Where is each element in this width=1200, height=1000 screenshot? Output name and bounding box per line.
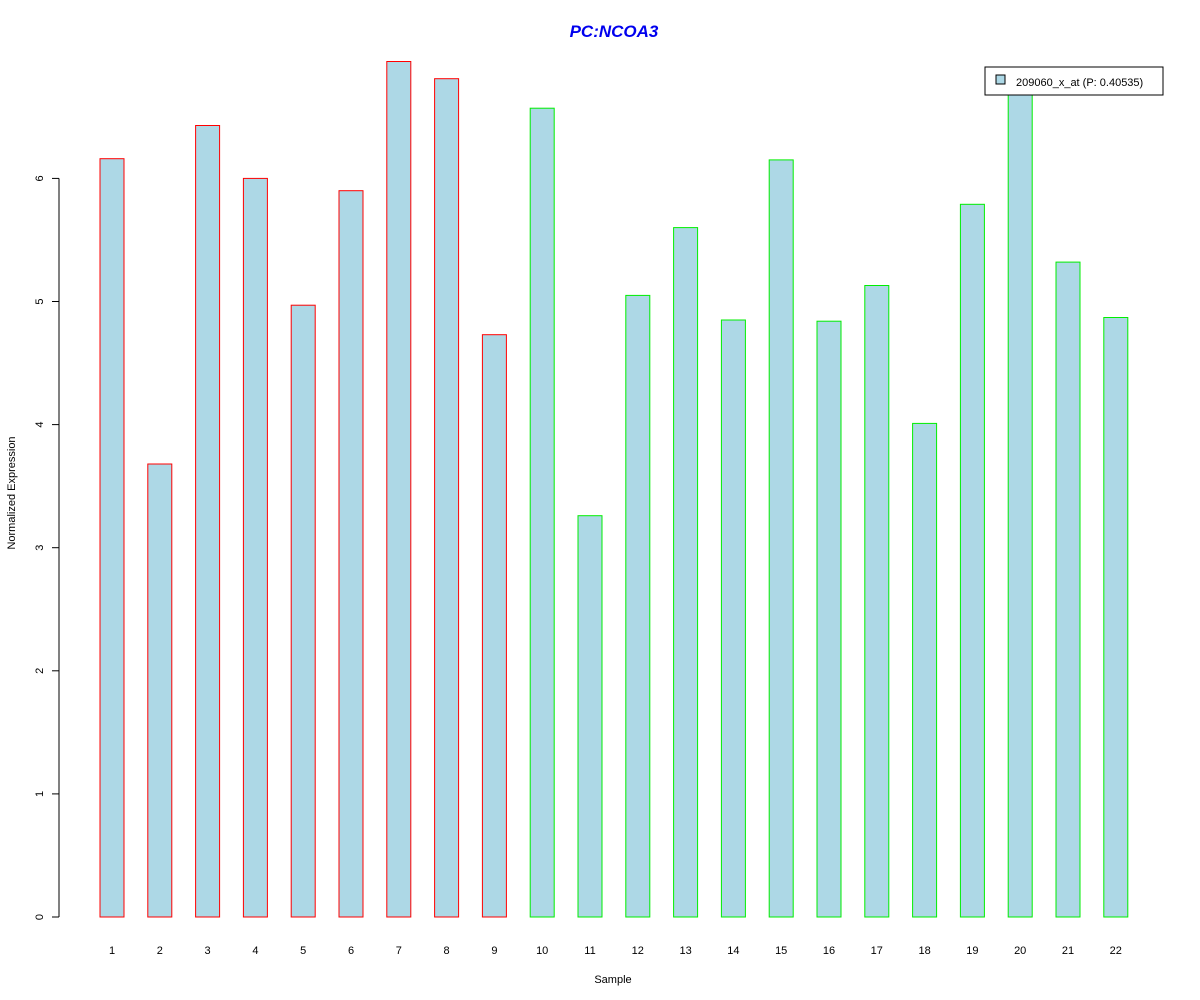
x-tick-label: 14 [727,945,739,957]
legend: 209060_x_at (P: 0.40535) [984,66,1164,96]
x-tick-label: 22 [1110,945,1122,957]
legend-swatch [995,74,1006,85]
bars [99,61,1129,918]
bar [434,78,460,918]
y-tick-label: 2 [34,668,46,674]
x-tick-label: 3 [205,945,211,957]
x-tick-label: 8 [444,945,450,957]
bar [864,285,890,918]
bar [529,107,555,918]
x-tick-label: 19 [966,945,978,957]
bar [1007,91,1033,918]
y-tick-label: 4 [34,422,46,428]
y-axis-label: Normalized Expression [6,436,18,549]
x-tick-label: 5 [300,945,306,957]
bar [195,125,221,918]
x-tick-label: 21 [1062,945,1074,957]
bar [816,320,842,918]
x-tick-label: 10 [536,945,548,957]
bar [481,334,507,918]
bar [673,227,699,918]
x-tick-label: 18 [918,945,930,957]
chart-title: PC:NCOA3 [570,22,659,41]
x-axis: 1 2 3 4 5 6 7 8 9 10 11 12 13 14 15 16 17 18 19 20 21 22 [109,945,1122,957]
bar [959,203,985,918]
bar [577,515,603,918]
x-tick-label: 12 [632,945,644,957]
bar [1103,317,1129,918]
x-axis-label: Sample [594,974,631,986]
bar [99,158,125,918]
y-tick-label: 5 [34,298,46,304]
bar [386,61,412,918]
x-tick-label: 13 [679,945,691,957]
legend-label: 209060_x_at (P: 0.40535) [1016,77,1143,89]
bar [290,304,316,918]
y-tick-label: 0 [34,914,46,920]
legend-box [984,66,1164,96]
x-tick-label: 6 [348,945,354,957]
x-tick-label: 7 [396,945,402,957]
x-tick-label: 2 [157,945,163,957]
bar [338,190,364,918]
bar [147,463,173,918]
bar [720,319,746,918]
x-tick-label: 4 [252,945,258,957]
bar [625,294,651,918]
x-tick-label: 20 [1014,945,1026,957]
bar [242,177,268,918]
bar [1055,261,1081,918]
y-axis: 0 1 2 3 4 5 6 [34,175,60,920]
y-tick-label: 1 [34,791,46,797]
x-tick-label: 11 [584,945,595,957]
bar [912,422,938,918]
bar [768,159,794,918]
x-tick-label: 17 [871,945,883,957]
y-tick-label: 6 [34,175,46,181]
x-tick-label: 1 [109,945,115,957]
x-tick-label: 9 [491,945,497,957]
y-tick-label: 3 [34,545,46,551]
x-tick-label: 16 [823,945,835,957]
x-tick-label: 15 [775,945,787,957]
